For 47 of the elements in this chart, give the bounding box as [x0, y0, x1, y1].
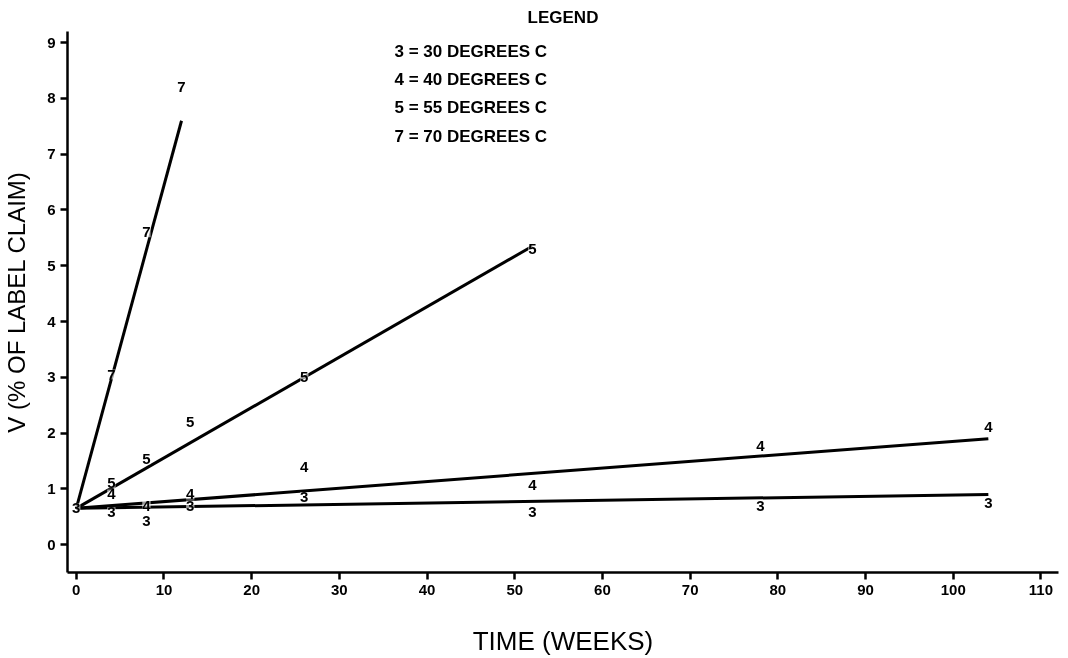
x-tick-label: 40 — [418, 580, 436, 598]
y-tick-label: 8 — [47, 89, 56, 107]
y-tick-label: 1 — [47, 479, 56, 497]
x-tick-label: 0 — [72, 580, 81, 598]
annotation: 4 — [300, 457, 310, 475]
annotation: 7 = 70 DEGREES C — [394, 126, 548, 146]
y-axis-title: V (% OF LABEL CLAIM) — [3, 172, 31, 433]
x-tick-label: 10 — [155, 580, 173, 598]
annotation: 7 — [142, 223, 151, 241]
annotation: 5 — [186, 412, 195, 430]
annotation: 7 — [177, 78, 186, 96]
x-tick-label: 90 — [857, 580, 874, 598]
annotation: 4 — [528, 475, 538, 493]
annotation: 3 — [72, 499, 81, 517]
x-tick-label: 60 — [594, 580, 611, 598]
x-tick-label: 110 — [1028, 580, 1054, 598]
annotation: 5 — [300, 368, 309, 386]
y-tick-label: 6 — [47, 200, 56, 218]
y-tick-label: 4 — [47, 312, 57, 330]
annotation: 5 — [142, 450, 151, 468]
annotation: 3 — [984, 494, 993, 512]
x-tick-label: 30 — [331, 580, 348, 598]
x-tick-label: 20 — [243, 580, 261, 598]
x-tick-label: 100 — [940, 580, 966, 598]
y-tick-label: 0 — [47, 535, 56, 553]
x-tick-label: 70 — [681, 580, 699, 598]
x-tick-label: 80 — [769, 580, 787, 598]
x-axis-title: TIME (WEEKS) — [472, 625, 654, 656]
y-tick-label: 3 — [47, 368, 56, 386]
annotation: 5 — [528, 240, 537, 258]
annotation: 4 — [756, 436, 766, 454]
annotation: 3 — [300, 488, 309, 506]
x-tick-label: 50 — [506, 580, 524, 598]
annotation: 3 — [528, 503, 537, 521]
annotation: 3 — [107, 503, 116, 521]
annotation: 3 — [756, 496, 765, 514]
y-tick-label: 7 — [47, 145, 56, 163]
annotation: 5 = 55 DEGREES C — [394, 98, 548, 118]
y-tick-label: 9 — [47, 33, 56, 51]
annotation: 4 = 40 DEGREES C — [394, 70, 548, 90]
text: LEGEND — [527, 7, 599, 27]
annotation: 4 — [984, 418, 994, 436]
y-tick-label: 5 — [47, 256, 56, 274]
annotation: 3 — [142, 511, 151, 529]
annotation: 3 = 30 DEGREES C — [394, 42, 548, 62]
annotation: 7 — [107, 365, 116, 383]
y-tick-label: 2 — [47, 424, 56, 442]
